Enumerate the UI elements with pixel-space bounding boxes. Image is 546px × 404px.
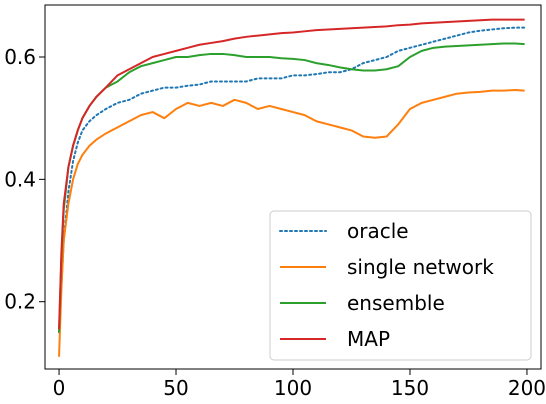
legend-entries: oracle single network ensemble MAP [279, 219, 494, 351]
legend-label-oracle: oracle [347, 219, 409, 243]
x-tick-label: 0 [53, 376, 66, 400]
series-line-single-network [58, 89, 525, 357]
x-tick-label: 100 [274, 376, 312, 400]
y-tick-label: 0.4 [4, 167, 36, 191]
legend-label-ensemble: ensemble [347, 291, 445, 315]
plot-series [58, 18, 526, 357]
legend-label-single-network: single network [347, 255, 494, 279]
y-axis: 0.2 0.4 0.6 [4, 45, 45, 314]
x-tick-label: 200 [508, 376, 546, 400]
x-tick-label: 150 [391, 376, 429, 400]
x-axis: 0 50 100 150 200 [53, 369, 546, 400]
y-tick-label: 0.6 [4, 45, 36, 69]
series-line-oracle [58, 26, 526, 334]
series-line-map [58, 18, 525, 330]
legend-box [269, 210, 532, 361]
x-tick-label: 50 [163, 376, 188, 400]
y-tick-label: 0.2 [4, 290, 36, 314]
legend-label-map: MAP [347, 327, 390, 351]
legend: oracle single network ensemble MAP [269, 210, 532, 361]
